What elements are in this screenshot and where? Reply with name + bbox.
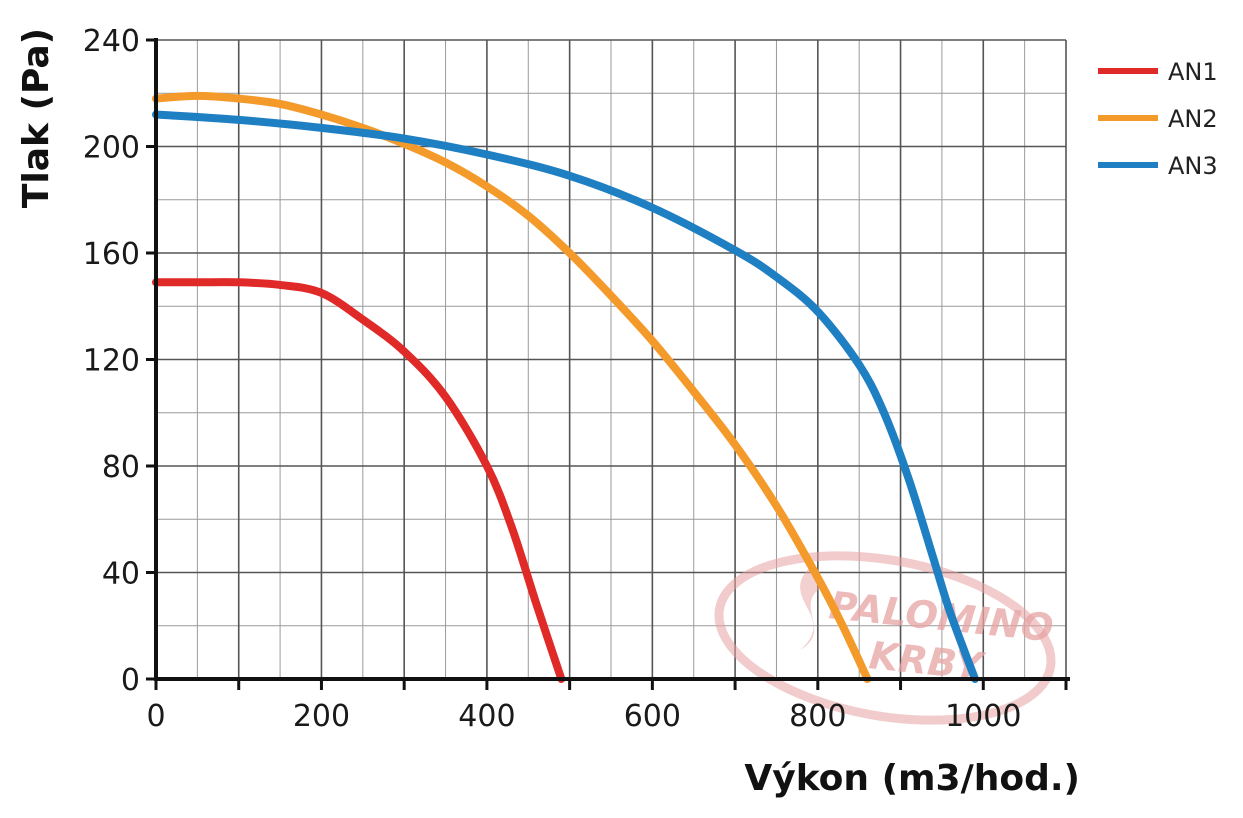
legend-label-an3: AN3 bbox=[1168, 152, 1218, 180]
series-line-an1 bbox=[152, 278, 566, 683]
x-tick-label: 600 bbox=[624, 699, 681, 734]
x-tick-labels: 0 200 400 600 800 1000 bbox=[146, 699, 1021, 734]
y-tick-label: 200 bbox=[83, 131, 140, 166]
legend-label-an2: AN2 bbox=[1168, 105, 1218, 133]
y-tick-label: 120 bbox=[83, 344, 140, 379]
x-tick-label: 1000 bbox=[945, 699, 1021, 734]
legend: AN1 AN2 AN3 bbox=[1098, 58, 1218, 180]
y-tick-label: 80 bbox=[102, 450, 140, 485]
x-tick-label: 400 bbox=[458, 699, 515, 734]
y-tick-label: 0 bbox=[121, 663, 140, 698]
x-axis-title: Výkon (m3/hod.) bbox=[744, 758, 1080, 799]
y-axis-title: Tlak (Pa) bbox=[16, 28, 57, 208]
y-tick-labels: 0 40 80 120 160 200 240 bbox=[83, 24, 140, 698]
axes bbox=[146, 38, 1070, 690]
series-line-an2 bbox=[152, 91, 872, 683]
legend-label-an1: AN1 bbox=[1168, 58, 1218, 86]
x-tick-label: 800 bbox=[789, 699, 846, 734]
y-tick-label: 240 bbox=[83, 24, 140, 59]
x-tick-label: 200 bbox=[293, 699, 350, 734]
x-tick-label: 0 bbox=[146, 699, 165, 734]
series-lines bbox=[152, 91, 979, 683]
y-tick-label: 160 bbox=[83, 237, 140, 272]
y-tick-label: 40 bbox=[102, 557, 140, 592]
series-line-an3 bbox=[152, 110, 979, 683]
watermark-ring bbox=[714, 551, 1056, 725]
